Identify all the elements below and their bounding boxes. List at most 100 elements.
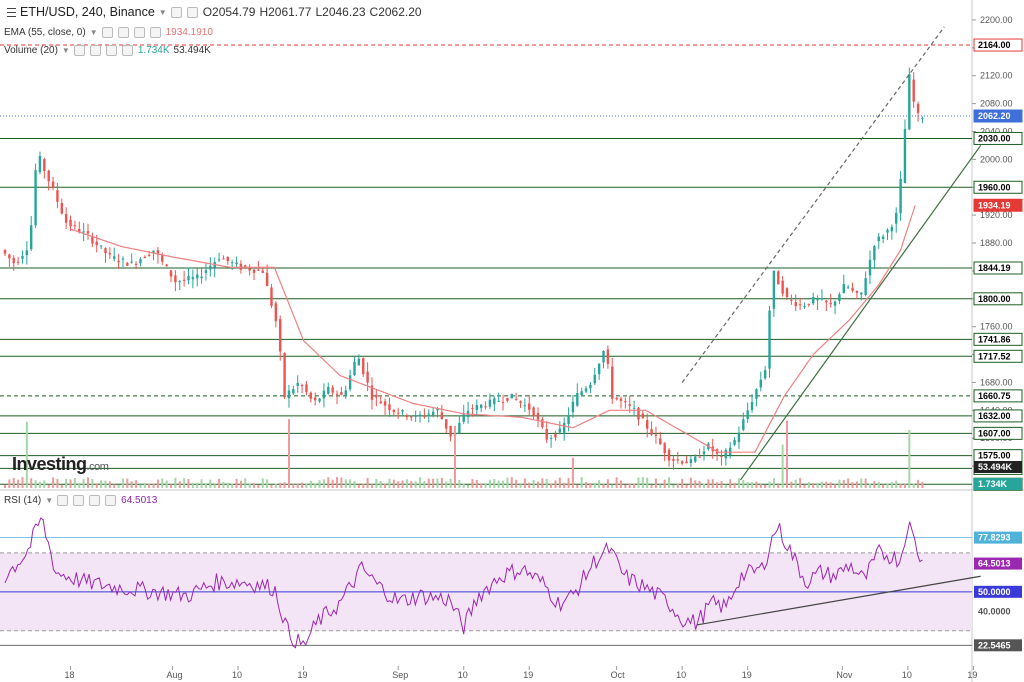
volume-bar bbox=[703, 483, 705, 488]
volume-bar bbox=[432, 478, 435, 488]
legend-ema: EMA (55, close, 0) ▼ 1934.1910 bbox=[4, 27, 213, 38]
trendline bbox=[681, 26, 945, 383]
volume-bar bbox=[755, 481, 758, 488]
menu-icon[interactable] bbox=[7, 8, 16, 17]
candle-body bbox=[64, 213, 68, 223]
volume-bar bbox=[834, 484, 837, 488]
x-tick-label: 19 bbox=[523, 670, 533, 680]
candle-body bbox=[763, 370, 767, 379]
chevron-down-icon[interactable]: ▼ bbox=[158, 7, 167, 17]
volume-bar bbox=[794, 479, 797, 488]
candle-body bbox=[458, 422, 461, 434]
level-tag bbox=[973, 131, 1023, 145]
close-icon[interactable] bbox=[133, 27, 145, 38]
volume-label[interactable]: Volume (20) bbox=[4, 45, 58, 56]
candle-body bbox=[178, 281, 181, 283]
close-value: C2062.20 bbox=[369, 5, 422, 19]
more-icon[interactable] bbox=[149, 27, 161, 38]
volume-bar bbox=[890, 482, 893, 488]
x-tick-label: Sep bbox=[392, 670, 408, 680]
volume-bar bbox=[30, 478, 33, 488]
legend-main: ETH/USD, 240, Binance ▼ O2054.79 H2061.7… bbox=[20, 5, 422, 19]
candle-body bbox=[724, 449, 728, 459]
volume-bar bbox=[585, 482, 588, 488]
candle-body bbox=[663, 443, 666, 454]
ema-label[interactable]: EMA (55, close, 0) bbox=[4, 27, 86, 38]
volume-bar bbox=[375, 478, 378, 488]
volume-bar bbox=[764, 484, 767, 488]
level-label: 1660.75 bbox=[978, 391, 1011, 401]
visibility-icon[interactable] bbox=[101, 27, 113, 38]
settings-icon[interactable] bbox=[73, 495, 85, 506]
candle-body bbox=[746, 410, 749, 420]
rsi-tag bbox=[974, 557, 1022, 570]
candle-body bbox=[283, 353, 286, 398]
symbol-title[interactable]: ETH/USD, 240, Binance bbox=[20, 5, 155, 19]
candle-body bbox=[628, 404, 631, 406]
volume-bar bbox=[558, 477, 561, 488]
candle-body bbox=[244, 265, 247, 268]
settings-icon[interactable] bbox=[186, 6, 198, 18]
candle-body bbox=[230, 262, 234, 264]
candle-body bbox=[396, 412, 400, 414]
chevron-down-icon[interactable]: ▼ bbox=[45, 496, 54, 505]
candle-body bbox=[401, 410, 404, 412]
candle-body bbox=[82, 231, 85, 233]
settings-icon[interactable] bbox=[89, 45, 101, 56]
more-icon[interactable] bbox=[105, 495, 117, 506]
chevron-down-icon[interactable]: ▼ bbox=[61, 46, 70, 55]
volume-bar bbox=[248, 483, 251, 488]
y-tick-label: 2120.00 bbox=[980, 71, 1013, 81]
volume-bar bbox=[471, 479, 474, 488]
rsi-tag bbox=[974, 639, 1022, 652]
candle-body bbox=[777, 271, 780, 285]
volume-bar bbox=[405, 479, 408, 488]
volume-bar bbox=[204, 483, 207, 488]
volume-bar bbox=[327, 477, 330, 488]
volume-tag-label: 1.734K bbox=[978, 479, 1008, 489]
candle-body bbox=[733, 439, 736, 445]
candle-body bbox=[423, 416, 426, 418]
volume-bar bbox=[563, 482, 566, 488]
volume-bar bbox=[737, 478, 740, 488]
candle-body bbox=[182, 279, 186, 281]
candle-body bbox=[646, 420, 649, 429]
settings-icon[interactable] bbox=[117, 27, 129, 38]
volume-bar bbox=[43, 480, 46, 488]
volume-bar bbox=[379, 481, 382, 488]
candle-body bbox=[536, 413, 540, 420]
volume-bar bbox=[87, 477, 90, 488]
candle-body bbox=[8, 254, 11, 259]
close-icon[interactable] bbox=[89, 495, 101, 506]
candle-body bbox=[226, 256, 230, 262]
volume-bar bbox=[903, 484, 906, 488]
candle-body bbox=[405, 415, 409, 418]
volume-bar bbox=[768, 481, 771, 488]
rsi-label[interactable]: RSI (14) bbox=[4, 495, 42, 506]
rsi-tag bbox=[974, 585, 1022, 598]
volume-bar bbox=[52, 477, 55, 488]
volume-bar bbox=[777, 484, 780, 488]
candle-body bbox=[921, 118, 924, 120]
volume-bar bbox=[663, 479, 666, 488]
x-tick-label: 19 bbox=[298, 670, 308, 680]
visibility-icon[interactable] bbox=[170, 6, 182, 18]
level-label: 1800.00 bbox=[978, 294, 1011, 304]
x-tick-label: 18 bbox=[65, 670, 75, 680]
candle-body bbox=[187, 276, 190, 281]
close-icon[interactable] bbox=[105, 45, 117, 56]
candle-body bbox=[169, 270, 173, 277]
volume-bar bbox=[886, 483, 889, 488]
candle-body bbox=[798, 304, 802, 306]
candle-body bbox=[388, 404, 391, 411]
candle-body bbox=[877, 236, 880, 242]
volume-bar bbox=[270, 484, 273, 488]
volume-bar bbox=[82, 479, 85, 488]
visibility-icon[interactable] bbox=[73, 45, 85, 56]
chevron-down-icon[interactable]: ▼ bbox=[89, 28, 98, 37]
visibility-icon[interactable] bbox=[57, 495, 69, 506]
volume-bar bbox=[100, 480, 103, 488]
volume-bar bbox=[423, 481, 426, 488]
more-icon[interactable] bbox=[121, 45, 133, 56]
x-tick-label: 10 bbox=[232, 670, 242, 680]
